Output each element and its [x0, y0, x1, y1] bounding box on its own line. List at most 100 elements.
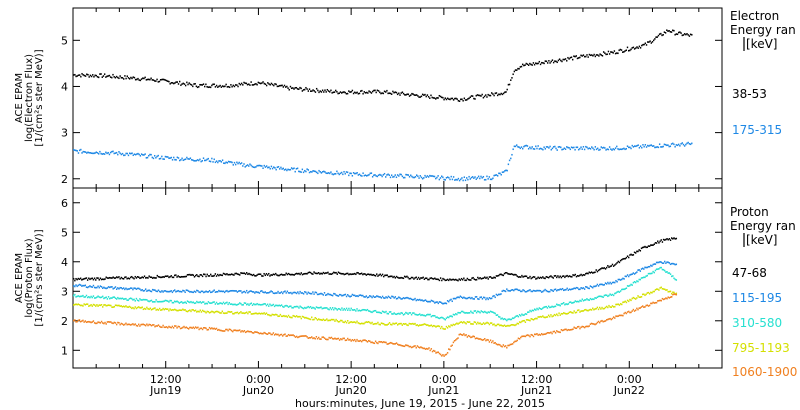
data-point — [371, 175, 374, 178]
data-point — [415, 174, 418, 177]
data-point — [312, 318, 314, 321]
data-point — [178, 309, 181, 311]
data-point — [587, 299, 589, 301]
data-point — [300, 171, 302, 173]
data-point — [460, 277, 463, 280]
data-point — [451, 97, 454, 100]
data-point — [204, 159, 206, 162]
data-point — [220, 329, 222, 332]
data-point — [282, 305, 284, 308]
data-point — [172, 301, 175, 304]
x-tick-label: Jun22 — [613, 384, 645, 397]
data-point — [322, 294, 325, 296]
data-point — [139, 325, 141, 327]
data-point — [394, 342, 397, 345]
data-point — [443, 278, 445, 281]
data-point — [272, 313, 275, 316]
data-point — [680, 143, 682, 145]
data-point — [476, 94, 479, 96]
data-point — [210, 291, 212, 294]
data-point — [412, 346, 414, 348]
data-point — [413, 312, 415, 314]
data-point — [528, 277, 530, 279]
data-point — [439, 316, 442, 319]
data-point — [184, 291, 186, 294]
data-point — [338, 320, 341, 323]
data-point — [406, 344, 408, 347]
data-point — [305, 291, 307, 294]
data-point — [664, 260, 666, 263]
data-point — [450, 315, 452, 317]
data-point — [102, 287, 104, 289]
data-point — [399, 277, 401, 279]
data-point — [224, 85, 226, 88]
data-point — [445, 302, 448, 305]
data-point — [636, 271, 638, 273]
data-point — [385, 176, 387, 178]
data-point — [603, 267, 606, 269]
data-point — [103, 153, 106, 155]
data-point — [420, 346, 422, 348]
data-point — [438, 325, 441, 328]
data-point — [629, 49, 631, 52]
data-point — [604, 52, 606, 54]
data-point — [141, 323, 143, 326]
data-point — [592, 272, 594, 274]
data-point — [294, 273, 297, 275]
data-point — [605, 149, 607, 151]
data-point — [626, 145, 629, 148]
data-point — [610, 51, 612, 53]
data-point — [455, 313, 457, 315]
data-point — [637, 308, 639, 311]
data-point — [622, 301, 624, 304]
data-point — [74, 279, 76, 282]
data-point — [128, 297, 131, 300]
data-point — [569, 311, 572, 313]
data-point — [286, 290, 289, 293]
data-point — [240, 331, 242, 333]
data-point — [88, 285, 90, 288]
data-point — [158, 307, 161, 310]
data-point — [491, 297, 493, 300]
electron-ylabel: ACE EPAM log(Electron Flux) [1/(cm²s ster … — [14, 49, 45, 146]
data-point — [219, 160, 221, 162]
data-point — [218, 311, 220, 313]
data-point — [481, 339, 484, 341]
data-point — [454, 97, 456, 100]
data-point — [127, 77, 130, 79]
data-point — [115, 323, 118, 326]
data-point — [687, 141, 689, 144]
data-point — [415, 299, 417, 302]
data-point — [76, 295, 78, 298]
data-point — [514, 273, 516, 276]
data-point — [493, 294, 495, 297]
data-point — [359, 309, 362, 312]
data-point — [352, 92, 355, 95]
data-point — [632, 46, 635, 49]
data-point — [111, 277, 113, 279]
data-point — [676, 33, 679, 36]
data-point — [377, 90, 380, 92]
data-point — [250, 313, 253, 315]
data-point — [292, 314, 294, 317]
data-point — [623, 257, 625, 260]
data-point — [624, 275, 626, 278]
data-point — [347, 272, 349, 275]
data-point — [392, 313, 394, 315]
data-point — [115, 304, 118, 307]
data-point — [589, 297, 592, 300]
data-point — [495, 275, 498, 277]
data-point — [255, 291, 257, 293]
data-point — [352, 339, 355, 342]
data-point — [499, 172, 501, 175]
data-point — [400, 322, 402, 325]
data-point — [341, 338, 343, 341]
data-point — [643, 268, 645, 270]
data-point — [82, 74, 84, 76]
data-point — [437, 351, 440, 354]
data-point — [470, 95, 473, 97]
data-point — [283, 84, 286, 87]
data-point — [106, 75, 108, 78]
data-point — [529, 275, 531, 278]
data-point — [174, 325, 176, 327]
